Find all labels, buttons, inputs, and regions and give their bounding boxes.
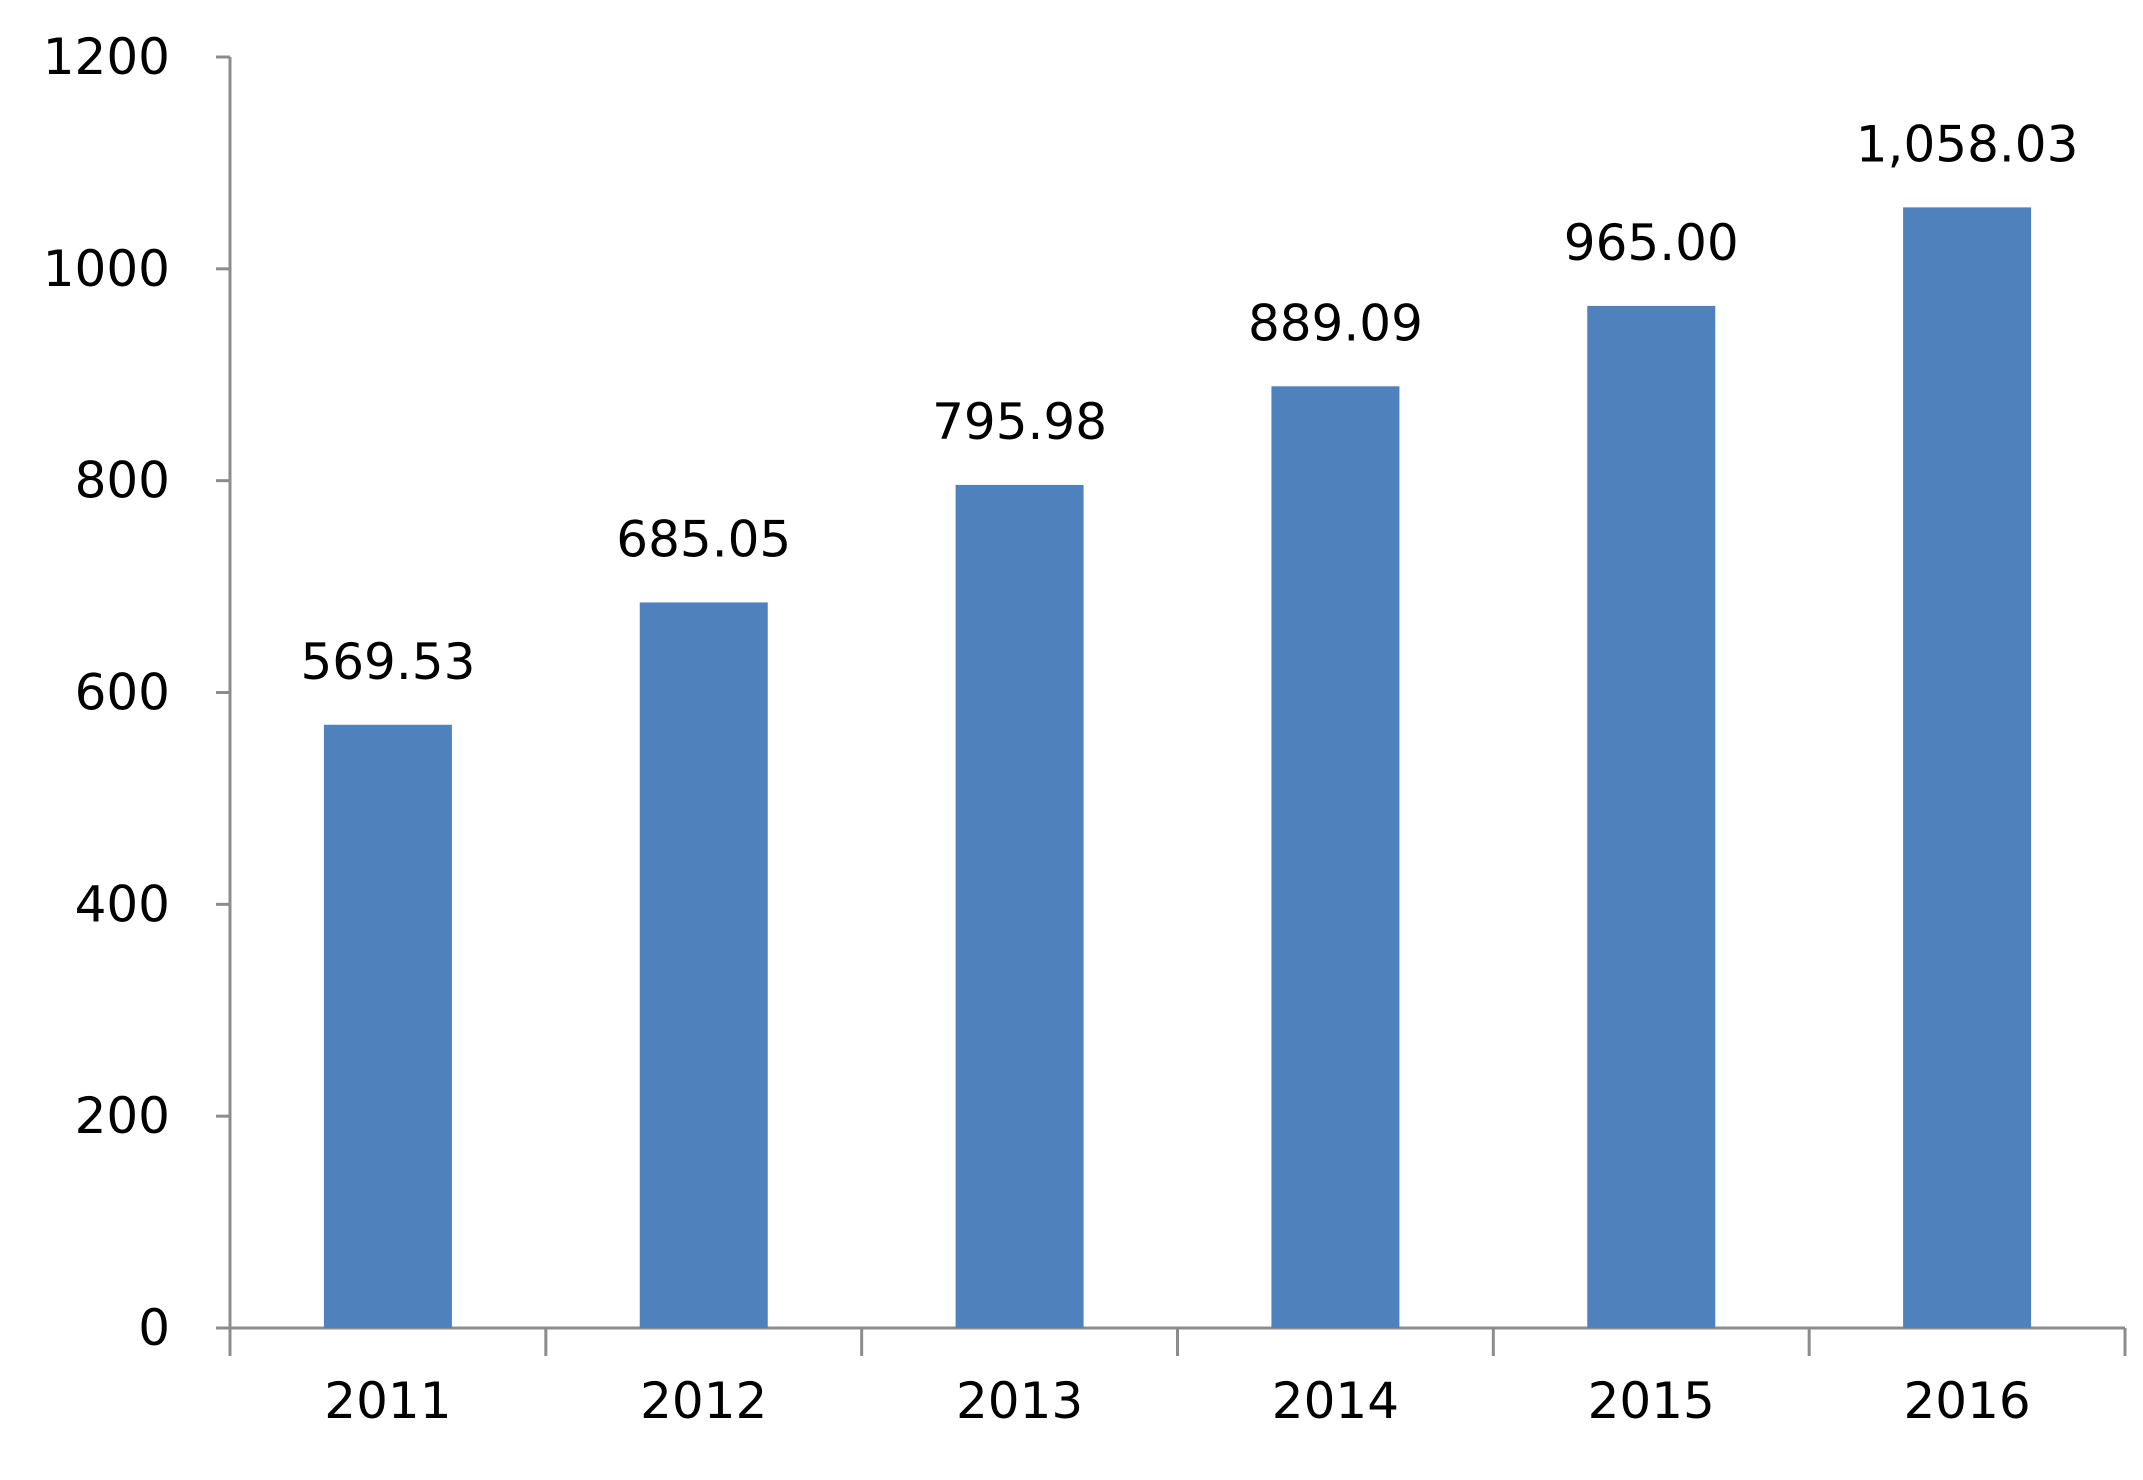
data-label-2015: 965.00: [1564, 214, 1739, 272]
bar-2016: [1903, 207, 2032, 1329]
data-label-2016: 1,058.03: [1856, 115, 2079, 173]
y-axis: 0 200 400 600 800 1000 1200: [43, 28, 232, 1357]
bar-2011: [323, 724, 452, 1328]
bar-2012: [639, 602, 768, 1328]
y-tick-label: 200: [75, 1087, 170, 1145]
x-tick-label: 2011: [324, 1372, 451, 1430]
x-tick-label: 2013: [956, 1372, 1083, 1430]
bar-2013: [955, 484, 1084, 1328]
x-axis: 2011 2012 2013 2014 2015 2016: [228, 1326, 2127, 1430]
data-label-2013: 795.98: [932, 393, 1107, 451]
y-tick-label: 800: [75, 452, 170, 510]
x-tick-label: 2012: [640, 1372, 767, 1430]
data-label-2011: 569.53: [300, 633, 475, 691]
y-tick-label: 600: [75, 664, 170, 722]
x-tick-label: 2015: [1588, 1372, 1715, 1430]
bar-2015: [1587, 305, 1716, 1328]
y-tick-label: 0: [138, 1299, 170, 1357]
data-label-2012: 685.05: [616, 510, 791, 568]
x-tick-label: 2016: [1903, 1372, 2030, 1430]
bar-2014: [1271, 386, 1400, 1328]
data-labels: 569.53 685.05 795.98 889.09 965.00 1,058.03: [300, 115, 2078, 690]
y-tick-label: 1200: [43, 28, 170, 86]
x-tick-label: 2014: [1272, 1372, 1399, 1430]
y-tick-label: 400: [75, 875, 170, 933]
y-tick-label: 1000: [43, 240, 170, 298]
bars: [323, 207, 2032, 1329]
data-label-2014: 889.09: [1248, 294, 1423, 352]
